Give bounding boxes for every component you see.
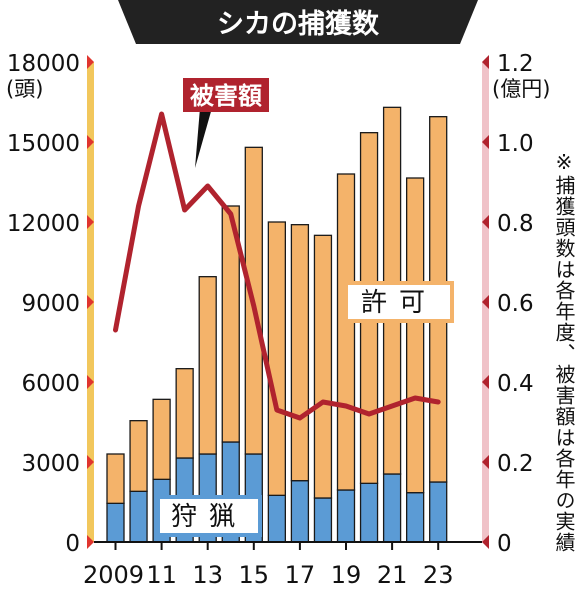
right-tick-marker <box>482 455 489 469</box>
x-tick-label: 15 <box>239 561 270 589</box>
x-tick-label: 13 <box>192 561 223 589</box>
bar-permit <box>336 173 356 491</box>
bar-permit <box>290 224 310 482</box>
right-tick-marker <box>482 375 489 389</box>
bar-hunting <box>429 481 448 543</box>
left-tick-marker <box>87 375 94 389</box>
bar-permit <box>313 234 333 499</box>
bar-hunting <box>267 494 287 543</box>
left-tick-label: 6000 <box>21 371 80 397</box>
bar-hunting <box>336 489 356 543</box>
bar-permit <box>152 398 171 480</box>
bar-hunting <box>290 480 310 543</box>
damage-label-box <box>183 78 269 112</box>
right-tick-label: 1.2 <box>497 51 534 77</box>
permit-label: 許可 <box>361 288 437 318</box>
left-tick-marker <box>87 295 94 309</box>
right-tick-marker <box>482 535 489 549</box>
bar-permit <box>405 177 425 494</box>
right-tick-label: 0.8 <box>497 211 534 237</box>
right-tick-marker <box>482 135 489 149</box>
left-tick-label: 0 <box>65 531 80 557</box>
right-tick-label: 1.0 <box>497 131 534 157</box>
right-tick-label: 0.6 <box>497 291 534 317</box>
left-tick-marker <box>87 55 94 69</box>
permit-label-box <box>344 281 454 323</box>
bar-hunting <box>405 492 425 543</box>
right-tick-label: 0.4 <box>497 371 534 397</box>
chart-title: シカの捕獲数 <box>217 9 380 40</box>
bar-hunting <box>106 502 125 543</box>
left-tick-label: 9000 <box>21 291 80 317</box>
bar-permit <box>267 221 287 496</box>
left-tick-marker <box>87 215 94 229</box>
left-tick-label: 15000 <box>7 131 80 157</box>
bar-hunting <box>382 473 402 543</box>
bar-permit <box>129 420 148 492</box>
damage-callout-pointer <box>195 108 212 168</box>
right-tick-label: 0.2 <box>497 451 534 477</box>
left-tick-label: 3000 <box>21 451 80 477</box>
x-tick-label: 17 <box>285 561 316 589</box>
left-tick-marker <box>87 455 94 469</box>
bar-hunting <box>359 482 379 543</box>
right-tick-marker <box>482 215 489 229</box>
x-tick-label: 23 <box>423 561 454 589</box>
left-tick-marker <box>87 535 94 549</box>
right-tick-marker <box>482 55 489 69</box>
damage-label: 被害額 <box>190 82 262 110</box>
hunting-label: 狩猟 <box>171 502 247 532</box>
bar-permit <box>221 205 240 443</box>
x-tick-label: 21 <box>377 561 408 589</box>
right-tick-label: 0 <box>497 531 512 557</box>
left-axis-unit: (頭) <box>6 77 43 101</box>
footnote-text: ※捕獲頭数は各年度、被害額は各年の実績 <box>552 150 576 553</box>
x-tick-label: 2009 <box>83 561 144 589</box>
bar-hunting <box>129 490 148 543</box>
bar-hunting <box>313 497 333 543</box>
bar-permit <box>106 453 125 504</box>
left-tick-marker <box>87 135 94 149</box>
x-tick-label: 19 <box>331 561 362 589</box>
bar-permit <box>175 368 194 459</box>
hunting-label-box <box>156 495 262 537</box>
left-tick-label: 18000 <box>7 51 80 77</box>
right-axis-unit: (億円) <box>492 77 550 101</box>
title-banner <box>118 0 478 44</box>
footnote: ※捕獲頭数は各年度、被害額は各年の実績 <box>548 150 576 553</box>
bar-permit <box>198 276 217 455</box>
left-tick-label: 12000 <box>7 211 80 237</box>
x-tick-label: 11 <box>146 561 177 589</box>
right-tick-marker <box>482 295 489 309</box>
